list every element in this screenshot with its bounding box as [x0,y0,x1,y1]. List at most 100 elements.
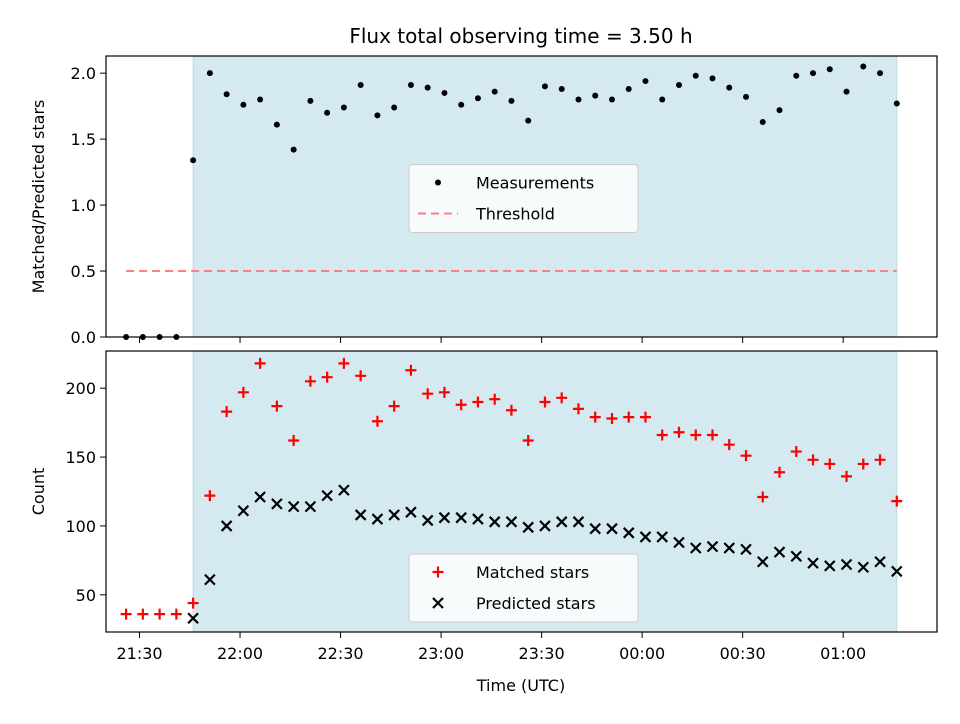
legend-measurements-label: Measurements [476,174,594,193]
matched-stars-point [137,608,149,620]
matched-stars-point [170,608,182,620]
predicted-stars-point [187,612,199,625]
legend-measurements-swatch [435,179,441,186]
measurements-point [407,82,414,89]
matched-stars-point [706,429,718,441]
predicted-stars-point [539,520,551,532]
x-tick-label: 01:00 [820,644,866,663]
predicted-stars-point [823,560,836,572]
matched-stars-point [489,393,501,405]
measurements-point [290,146,297,153]
predicted-stars-point [622,527,635,539]
predicted-stars-point [673,536,685,549]
measurements-point [257,96,264,103]
y-tick-label: 150 [65,448,96,467]
y-tick-label: 50 [76,586,96,605]
matched-stars-point [120,608,132,620]
matched-stars-point [857,458,869,470]
x-tick-label: 23:30 [519,644,565,663]
measurements-point [474,95,481,102]
y-tick-label: 2.0 [71,64,96,83]
matched-stars-point [572,403,584,415]
predicted-stars-point [455,511,467,524]
matched-stars-point [304,375,316,387]
measurements-point [558,85,565,92]
matched-stars-point [422,388,434,400]
measurements-point [810,70,817,77]
matched-stars-point [438,386,450,398]
legend: Measurements Threshold [408,164,639,233]
legend-box [408,553,639,623]
predicted-stars-point [405,506,417,518]
legend-threshold-label: Threshold [475,205,555,224]
measurements-point [793,72,800,79]
matched-stars-point [455,399,467,411]
predicted-stars-point [254,491,266,503]
measurements-point [541,83,548,90]
measurements-point [625,85,632,92]
x-tick-label: 00:30 [720,644,766,663]
matched-stars-point [824,458,836,470]
predicted-stars-point [723,542,736,554]
measurements-point [223,91,230,98]
matched-stars-point [388,400,400,412]
predicted-stars-point [472,513,484,525]
matched-stars-point [355,370,367,382]
predicted-stars-point [304,500,317,513]
predicted-stars-point [756,555,769,568]
measurements-point [391,104,398,111]
measurements-point [307,97,314,104]
matched-stars-point [790,446,802,458]
matched-stars-point [656,429,668,441]
predicted-stars-point [857,561,870,574]
y-tick-label: 200 [65,379,96,398]
legend-predicted-stars-label: Predicted stars [476,594,596,613]
predicted-stars-point [354,509,367,521]
predicted-stars-point [656,531,669,543]
matched-stars-point [371,415,383,427]
y-tick-label: 0.5 [71,262,96,281]
matched-stars-point [556,392,568,404]
measurements-point [608,96,615,103]
predicted-stars-point [572,516,585,528]
matched-stars-point [405,364,417,376]
measurements-point [508,97,515,104]
y-axis-label: Matched/Predicted stars [29,100,48,294]
measurements-point [893,100,900,107]
predicted-stars-point [204,573,216,586]
matched-stars-point [874,454,886,466]
axes-frame [105,350,938,633]
chart-title: Flux total observing time = 3.50 h [349,24,692,48]
axes-frame [105,55,938,338]
predicted-stars-point [488,516,501,528]
measurements-point [340,104,347,111]
matched-stars-point [254,357,266,369]
measurements-point [273,121,280,128]
matched-stars-point [589,411,601,423]
measurements-point [860,63,867,70]
matched-stars-point [204,490,216,502]
legend: Matched stars Predicted stars [408,553,639,623]
matched-stars-point [774,466,786,478]
predicted-stars-point [522,521,534,534]
y-axis-label: Count [29,468,48,516]
measurements-point [692,72,699,79]
measurements-point [592,92,599,99]
matched-stars-point [673,426,685,438]
matched-stars-point [271,400,283,412]
predicted-stars-point [606,522,618,535]
legend-predicted-stars-swatch [432,597,444,609]
y-tick-label: 1.5 [71,130,96,149]
matched-stars-point [154,608,166,620]
measurements-point [458,101,465,108]
y-tick-label: 0.0 [71,328,96,347]
predicted-stars-point [773,546,786,558]
predicted-stars-point [840,558,853,571]
measurements-point [826,66,833,73]
predicted-stars-point [740,543,752,556]
predicted-stars-point [639,531,652,543]
predicted-stars-point [271,498,283,510]
measurements-point [843,88,850,95]
measurements-point [441,89,448,96]
